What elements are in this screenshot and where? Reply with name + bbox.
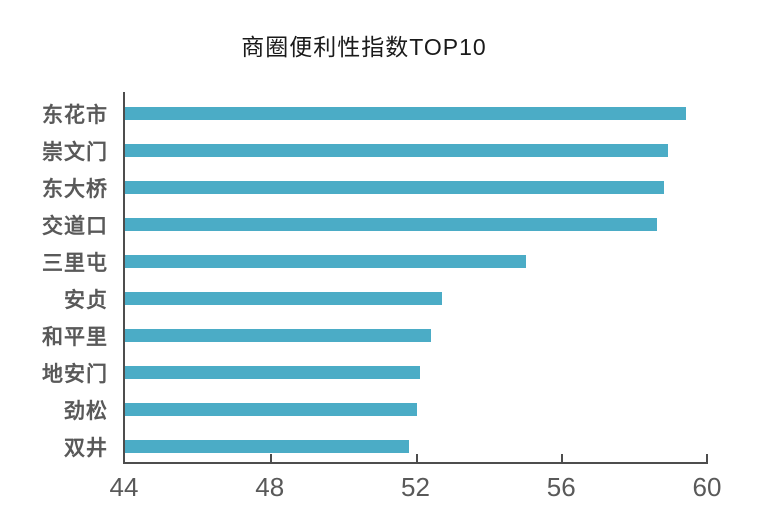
x-axis-tick-label: 48 <box>255 472 285 502</box>
category-label: 和平里 <box>42 325 108 349</box>
category-label: 东花市 <box>42 103 108 127</box>
bar <box>125 181 665 194</box>
x-axis-tick-mark <box>269 454 272 462</box>
x-axis-tick-mark <box>706 454 708 462</box>
x-axis-tick-label: 44 <box>109 472 139 502</box>
y-axis-category-labels: 东花市崇文门东大桥交道口三里屯安贞和平里地安门劲松双井 <box>0 95 108 465</box>
x-axis-tick-label: 60 <box>692 472 722 502</box>
x-axis-tick-mark <box>561 454 564 462</box>
bar <box>125 255 526 268</box>
bar <box>125 107 687 120</box>
x-axis-tick-mark <box>415 454 418 462</box>
category-label: 安贞 <box>64 288 108 312</box>
bar <box>125 144 668 157</box>
category-label: 双井 <box>64 436 108 460</box>
bar <box>125 292 442 305</box>
category-label: 交道口 <box>42 214 108 238</box>
bar <box>125 366 421 379</box>
bar <box>125 403 417 416</box>
x-axis-tick-labels: 44 48 52 56 60 <box>0 473 771 503</box>
category-label: 劲松 <box>64 399 108 423</box>
category-label: 崇文门 <box>42 140 108 164</box>
bar <box>125 329 432 342</box>
category-label: 东大桥 <box>42 177 108 201</box>
chart-title: 商圈便利性指数TOP10 <box>241 34 487 60</box>
plot-area <box>123 92 708 464</box>
category-label: 三里屯 <box>42 251 108 275</box>
x-axis-tick-label: 52 <box>401 472 430 502</box>
bar <box>125 218 657 231</box>
category-label: 地安门 <box>42 362 108 386</box>
bar <box>125 440 410 453</box>
x-axis-tick-label: 56 <box>546 472 576 502</box>
